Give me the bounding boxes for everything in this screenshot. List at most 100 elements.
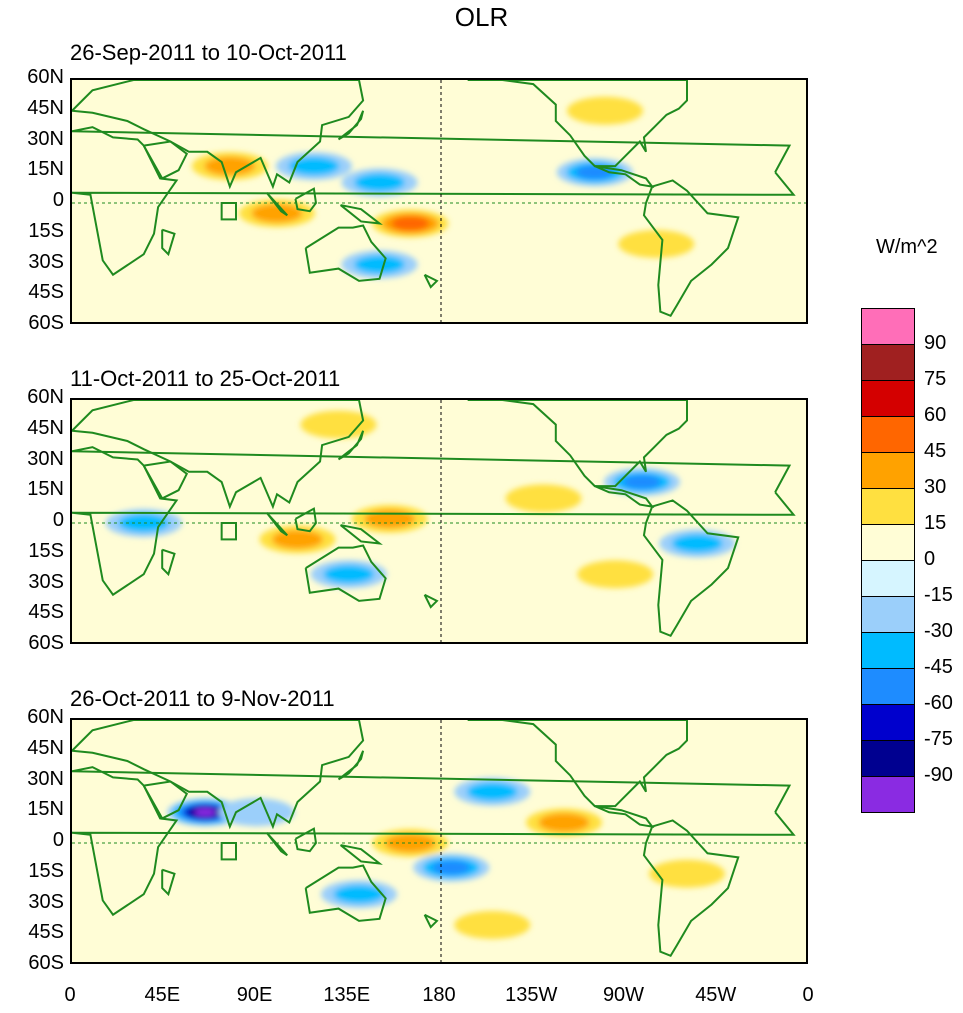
colorbar-swatch xyxy=(861,416,915,453)
panel-1-coastline-7 xyxy=(339,204,383,225)
panel-2-lat-label: 45N xyxy=(27,416,64,439)
colorbar-label: -75 xyxy=(924,728,953,750)
lon-label: 0 xyxy=(802,984,814,1006)
panel-3-coastline-4 xyxy=(304,864,387,922)
panel-1-coastline-13 xyxy=(423,273,439,289)
panel-3-anomaly-6-level-2 xyxy=(466,782,518,802)
panel-1-lat-label: 30N xyxy=(27,127,64,150)
panel-3-lat-label: 30N xyxy=(27,767,64,790)
colorbar-label: -60 xyxy=(924,692,953,714)
colorbar-swatch xyxy=(861,344,915,381)
panel-3-anomaly-7-level-2 xyxy=(538,813,590,832)
lon-label: 90E xyxy=(236,984,273,1006)
panel-2-coastline-9 xyxy=(467,400,688,488)
panel-2-anomaly-5-level-1 xyxy=(577,560,654,589)
panel-1-coastline-12 xyxy=(161,228,176,257)
colorbar-label: 0 xyxy=(924,548,936,570)
panel-2-coastline-6 xyxy=(265,512,288,537)
panel-1-lat-label: 45S xyxy=(28,281,64,304)
panel-3-title: 26-Oct-2011 to 9-Nov-2011 xyxy=(70,686,335,711)
panel-1-lat-label: 0 xyxy=(52,189,64,211)
colorbar xyxy=(861,308,915,813)
panel-1-lat-label: 45N xyxy=(27,96,64,119)
colorbar-swatch xyxy=(861,776,915,813)
panel-1-lat-label: 30S xyxy=(28,250,64,273)
panel-3-lat-label: 15S xyxy=(28,859,64,882)
panel-3-index-box xyxy=(220,842,237,861)
panel-3-lat-label: 15N xyxy=(27,798,64,821)
lon-label: 135W xyxy=(505,984,558,1006)
panel-2-title: 11-Oct-2011 to 25-Oct-2011 xyxy=(70,366,341,391)
colorbar-swatch xyxy=(861,632,915,669)
lon-label: 45W xyxy=(695,984,737,1006)
panel-2-lat-label: 30S xyxy=(28,570,64,593)
panel-2-lat-label: 60S xyxy=(28,632,64,654)
panel-1-map xyxy=(70,78,808,324)
lon-label: 135E xyxy=(323,984,371,1006)
panel-3-map xyxy=(70,718,808,964)
panel-1-coastline-3 xyxy=(142,140,189,180)
colorbar-swatch xyxy=(861,308,915,345)
panel-2-anomaly-4-level-1 xyxy=(505,484,582,513)
panel-1-coastline-4 xyxy=(304,224,387,282)
panel-3-coastline-6 xyxy=(265,832,288,857)
panel-1-index-box xyxy=(220,202,237,221)
panel-2-map xyxy=(70,398,808,644)
colorbar-label: 75 xyxy=(924,368,947,390)
panel-3-lat-label: 60N xyxy=(27,706,64,728)
colorbar-swatch xyxy=(861,560,915,597)
panel-1-svg xyxy=(72,80,806,322)
colorbar-swatch xyxy=(861,740,915,777)
panel-3-coastline-10 xyxy=(594,805,655,828)
colorbar-swatch xyxy=(861,488,915,525)
panel-2-anomaly-1-level-2 xyxy=(364,509,416,529)
panel-2-lat-label: 0 xyxy=(52,509,64,531)
panel-3-coastline-5 xyxy=(294,827,317,853)
panel-3-anomaly-1-level-6 xyxy=(194,808,217,817)
panel-2-coastline-7 xyxy=(339,524,383,545)
panel-2-coastline-12 xyxy=(161,548,176,577)
panel-3-svg xyxy=(72,720,806,962)
panel-3-lat-label: 60S xyxy=(28,952,64,974)
colorbar-label: -30 xyxy=(924,620,953,642)
panel-3-coastline-3 xyxy=(142,780,189,820)
panel-2-coastline-10 xyxy=(594,485,655,508)
panel-3-coastline-7 xyxy=(339,844,383,865)
colorbar-label: 45 xyxy=(924,440,947,462)
panel-1-anomaly-1-level-2 xyxy=(204,156,256,176)
panel-1-lat-label: 15S xyxy=(28,219,64,242)
panel-2-anomaly-9-level-2 xyxy=(118,513,170,533)
panel-1-lat-label: 15N xyxy=(27,158,64,181)
panel-3-coastline-12 xyxy=(161,868,176,897)
panel-1-anomaly-4-level-2 xyxy=(288,156,340,176)
panel-1-coastline-8 xyxy=(337,110,365,141)
panel-2-anomaly-6-level-3 xyxy=(622,475,661,489)
colorbar-swatch xyxy=(861,452,915,489)
colorbar-label: 15 xyxy=(924,512,947,534)
panel-2-index-box xyxy=(220,522,237,541)
panel-3-coastline-9 xyxy=(467,720,688,808)
panel-1-title: 26-Sep-2011 to 10-Oct-2011 xyxy=(70,40,347,65)
colorbar-label: -45 xyxy=(924,656,953,678)
panel-1-coastline-11 xyxy=(642,179,740,317)
panel-1-anomaly-5-level-2 xyxy=(354,173,405,192)
panel-2-coastline-1 xyxy=(72,446,796,597)
panel-3-anomaly-9-level-1 xyxy=(454,911,531,939)
panel-2-coastline-13 xyxy=(423,593,439,609)
panel-2-lat-label: 60N xyxy=(27,386,64,408)
panel-1-anomaly-3-level-2 xyxy=(251,203,303,223)
panel-2-anomaly-3-level-1 xyxy=(300,410,377,439)
panel-2-coastline-5 xyxy=(294,507,317,533)
panel-1-coastline-6 xyxy=(265,192,288,217)
panel-2-anomaly-7-level-2 xyxy=(671,534,723,553)
panel-3-lat-label: 45N xyxy=(27,736,64,759)
panel-3-anomaly-5-level-3 xyxy=(432,860,471,875)
colorbar-label: 90 xyxy=(924,332,947,354)
panel-1-anomaly-2-level-3 xyxy=(391,216,430,231)
panel-3-coastline-11 xyxy=(642,819,740,957)
panel-2-coastline-3 xyxy=(142,460,189,500)
panel-1-anomaly-8-level-1 xyxy=(567,96,643,125)
panel-2-lat-label: 45S xyxy=(28,601,64,624)
panel-1-coastline-5 xyxy=(294,187,317,213)
panel-2-anomaly-8-level-2 xyxy=(323,564,375,584)
